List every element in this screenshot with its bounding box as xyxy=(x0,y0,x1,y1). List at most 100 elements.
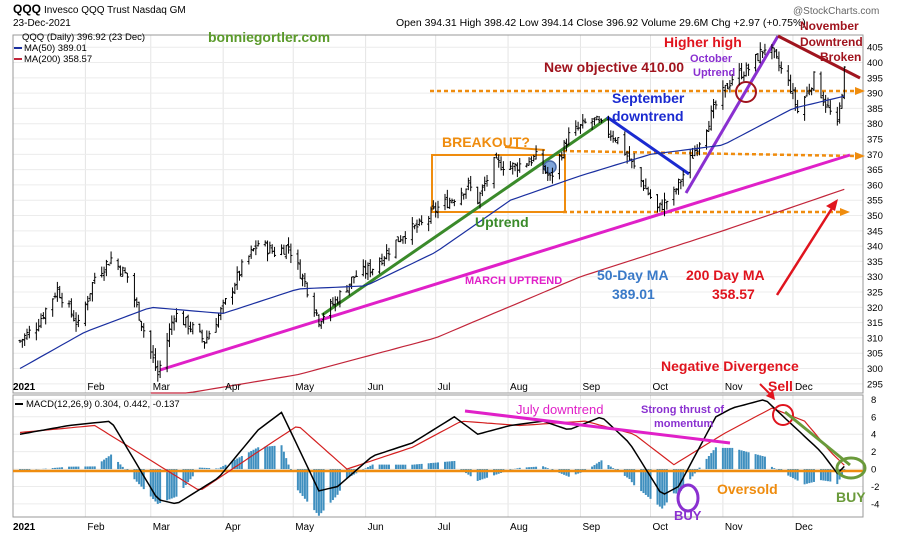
macd-hist-bar xyxy=(665,469,668,503)
x-tick-label: Sep xyxy=(582,382,600,393)
macd-hist-bar xyxy=(201,467,204,470)
y-tick-label: 310 xyxy=(867,333,883,344)
macd-hist-bar xyxy=(268,446,271,470)
macd-hist-bar xyxy=(58,467,61,470)
macd-hist-bar xyxy=(100,461,103,470)
x-tick-label: Jun xyxy=(368,382,384,393)
macd-hist-bar xyxy=(451,461,454,470)
march-uptrend-label: MARCH UPTREND xyxy=(465,275,562,287)
macd-x-axis: 2021 Feb Mar Apr May Jun Jul Aug Sep Oct Nov Dec xyxy=(13,522,813,533)
macd-hist-bar xyxy=(420,463,423,470)
macd-hist-bar xyxy=(642,469,645,494)
macd-hist-bar xyxy=(829,469,832,482)
ma200-value-label: 358.57 xyxy=(712,286,755,302)
buy-oct-label: BUY xyxy=(674,508,702,523)
macd-hist-bar xyxy=(23,469,26,471)
green-uptrend-line xyxy=(321,116,609,317)
y-tick-label: 375 xyxy=(867,135,883,146)
macd-hist-bar xyxy=(453,460,456,470)
macd-hist-bar xyxy=(154,469,157,502)
macd-hist-bar xyxy=(444,461,447,470)
y-tick-label: 8 xyxy=(871,395,876,406)
macd-hist-bar xyxy=(714,447,717,470)
macd-hist-bar xyxy=(607,465,610,470)
legend-ma50: MA(50) 389.01 xyxy=(24,43,87,54)
july-downtrend-line xyxy=(464,409,731,445)
macd-hist-bar xyxy=(399,464,402,470)
macd-hist-bar xyxy=(404,464,407,470)
price-panel-frame xyxy=(12,34,864,394)
macd-hist-bar xyxy=(303,469,306,499)
x-tick-label: Feb xyxy=(87,382,105,393)
macd-hist-bar xyxy=(306,469,309,502)
macd-hist-bar xyxy=(166,469,169,501)
price-y-axis: 295 300 305 310 315 320 325 330 335 340 345 350 355 3… xyxy=(867,43,883,391)
macd-hist-bar xyxy=(91,466,94,470)
ma50-value-label: 389.01 xyxy=(612,286,655,302)
macd-hist-bar xyxy=(843,469,846,471)
macd-hist-bar xyxy=(745,451,748,470)
macd-hist-bar xyxy=(535,466,538,470)
y-tick-label: 2 xyxy=(871,447,876,458)
y-tick-label: -2 xyxy=(871,482,879,493)
macd-hist-bar xyxy=(152,469,155,499)
macd-hist-bar xyxy=(252,449,255,470)
september-downtrend-line xyxy=(606,115,690,176)
july-downtrend-label: July downtrend xyxy=(516,402,603,417)
macd-hist-bar xyxy=(469,469,472,477)
macd-hist-bar xyxy=(250,451,253,470)
y-tick-label: 390 xyxy=(867,89,883,100)
ma200-arrowhead xyxy=(826,199,838,211)
macd-hist-bar xyxy=(479,469,482,481)
x-tick-label: Nov xyxy=(725,522,743,533)
macd-hist-bar xyxy=(70,466,73,470)
macd-hist-bar xyxy=(805,469,808,484)
october-uptrend-label: Uptrend xyxy=(693,67,735,79)
macd-hist-bar xyxy=(77,466,80,470)
divergence-circle xyxy=(772,404,794,426)
ma200-line xyxy=(150,188,845,394)
y-tick-label: 0 xyxy=(871,465,876,476)
macd-hist-bar xyxy=(273,445,276,470)
macd-hist-bar xyxy=(329,469,332,503)
macd-hist-bar xyxy=(380,464,383,470)
macd-hist-bar xyxy=(432,462,435,470)
macd-hist-bar xyxy=(789,469,792,477)
macd-hist-bar xyxy=(72,466,75,470)
macd-hist-bar xyxy=(61,467,64,470)
macd-hist-bar xyxy=(68,466,71,470)
x-tick-label: 2021 xyxy=(13,522,36,533)
y-tick-label: 305 xyxy=(867,349,883,360)
macd-hist-bar xyxy=(763,456,766,470)
x-tick-label: Oct xyxy=(653,522,669,533)
symbol-label: QQQ xyxy=(13,2,41,16)
macd-hist-bar xyxy=(287,464,290,470)
macd-hist-bar xyxy=(110,454,113,470)
macd-hist-bar xyxy=(75,466,78,470)
x-tick-label: Jul xyxy=(438,382,451,393)
macd-hist-bar xyxy=(413,464,416,470)
macd-hist-bar xyxy=(28,469,31,471)
macd-hist-bar xyxy=(418,464,421,470)
october-uptrend-line xyxy=(684,35,780,194)
x-tick-label: Dec xyxy=(795,382,813,393)
macd-hist-bar xyxy=(429,463,432,470)
macd-hist-bar xyxy=(726,447,729,470)
macd-hist-bar xyxy=(233,459,236,470)
macd-hist-bar xyxy=(434,462,437,470)
fund-name-label: Invesco QQQ Trust Nasdaq GM xyxy=(44,5,186,16)
macd-hist-bar xyxy=(796,469,799,481)
divergence-arrowhead xyxy=(766,390,775,400)
macd-hist-bar xyxy=(103,459,106,470)
macd-hist-bar xyxy=(133,469,136,480)
macd-hist-bar xyxy=(369,465,372,470)
macd-hist-bar xyxy=(518,467,521,470)
macd-hist-bar xyxy=(707,456,710,470)
macd-hist-bar xyxy=(182,469,185,488)
quote-line: Open 394.31 High 398.42 Low 394.14 Close… xyxy=(396,17,806,29)
macd-hist-bar xyxy=(565,469,568,476)
macd-signal-line xyxy=(19,407,845,491)
macd-hist-bar xyxy=(56,467,59,470)
macd-hist-bar xyxy=(299,469,302,494)
x-tick-label: Nov xyxy=(725,382,743,393)
